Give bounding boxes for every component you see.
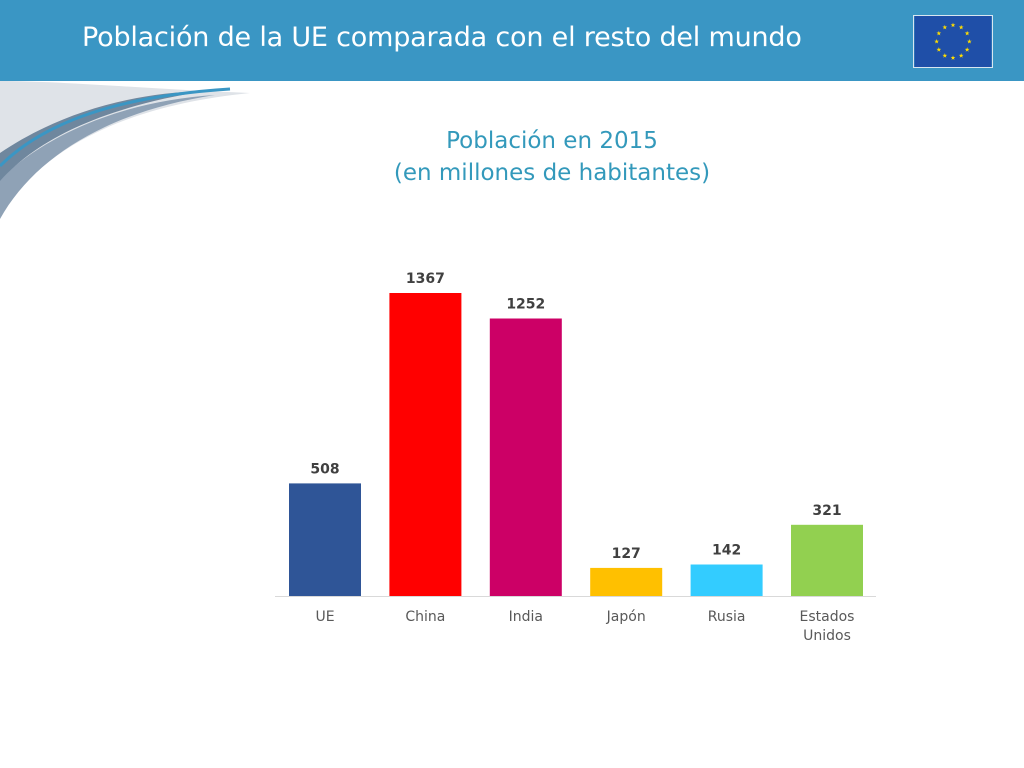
category-label-0: UE: [315, 609, 334, 625]
bar-3: [590, 567, 663, 596]
eu-flag-star: [964, 47, 970, 52]
data-label-4: 142: [712, 543, 741, 559]
eu-flag-star: [942, 24, 948, 30]
data-label-5: 321: [812, 503, 841, 519]
chart-title-block: Población en 2015 (en millones de habita…: [352, 125, 752, 189]
eu-flag-star: [934, 38, 940, 44]
decorative-swoosh: [0, 81, 250, 219]
data-label-3: 127: [612, 546, 641, 562]
slide-header: Población de la UE comparada con el rest…: [0, 0, 1024, 81]
category-label-3: Japón: [606, 609, 646, 625]
slide-title: Población de la UE comparada con el rest…: [82, 22, 802, 53]
category-label-4: Rusia: [708, 609, 746, 625]
data-label-0: 508: [310, 461, 339, 477]
data-label-2: 1252: [506, 297, 545, 313]
bar-0: [289, 483, 361, 596]
category-label-5: Estados Unidos: [800, 609, 855, 644]
category-label-1: China: [405, 609, 445, 625]
eu-flag-star: [950, 22, 956, 28]
eu-flag-star: [942, 53, 948, 58]
eu-flag-star: [950, 55, 956, 60]
bar-2: [489, 318, 562, 596]
eu-flag-star: [936, 47, 942, 52]
chart-title: Población en 2015: [446, 128, 658, 154]
chart-subtitle: (en millones de habitantes): [393, 160, 711, 186]
category-label-2: India: [509, 609, 543, 625]
data-label-1: 1367: [406, 271, 445, 287]
eu-flag-star: [958, 53, 964, 58]
bar-5: [791, 524, 863, 596]
eu-flag-star: [966, 38, 972, 44]
eu-flag-star: [936, 30, 942, 36]
eu-flag-star: [958, 24, 964, 30]
eu-flag-star: [964, 30, 970, 36]
bar-1: [389, 293, 462, 596]
bar-4: [690, 564, 763, 596]
eu-flag-icon: [913, 15, 993, 68]
